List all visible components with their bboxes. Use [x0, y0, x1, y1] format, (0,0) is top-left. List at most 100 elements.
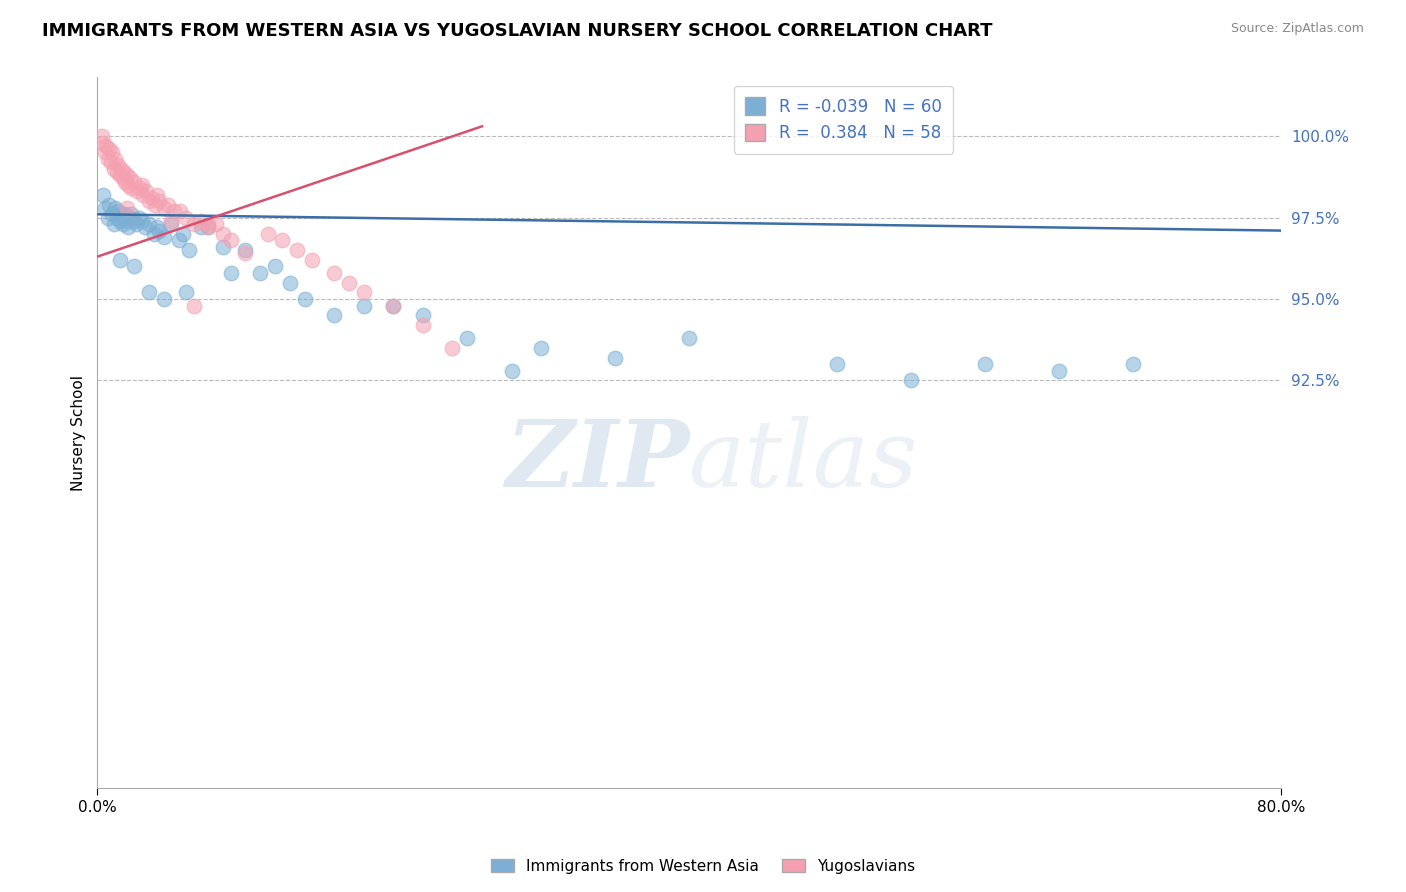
Point — [94, 145, 117, 160]
Point — [115, 214, 138, 228]
Point — [132, 187, 155, 202]
Point — [104, 152, 127, 166]
Point — [197, 217, 219, 231]
Point — [353, 299, 375, 313]
Point — [278, 276, 301, 290]
Point — [115, 201, 138, 215]
Point — [94, 201, 117, 215]
Point — [167, 233, 190, 247]
Point — [98, 197, 121, 211]
Point — [301, 252, 323, 267]
Point — [118, 171, 141, 186]
Point — [174, 211, 197, 225]
Point — [108, 214, 131, 228]
Point — [441, 341, 464, 355]
Point — [112, 165, 135, 179]
Point — [129, 181, 152, 195]
Point — [131, 214, 153, 228]
Point — [197, 220, 219, 235]
Point — [219, 233, 242, 247]
Point — [353, 285, 375, 300]
Point — [233, 243, 256, 257]
Point — [1122, 357, 1144, 371]
Point — [163, 204, 186, 219]
Point — [105, 165, 128, 179]
Point — [117, 220, 139, 235]
Point — [530, 341, 553, 355]
Point — [157, 197, 180, 211]
Point — [120, 181, 142, 195]
Point — [134, 220, 156, 235]
Point — [169, 204, 191, 219]
Point — [172, 227, 194, 241]
Point — [107, 158, 129, 172]
Point — [285, 243, 308, 257]
Point — [115, 168, 138, 182]
Point — [138, 194, 160, 209]
Point — [145, 220, 167, 235]
Point — [337, 276, 360, 290]
Point — [382, 299, 405, 313]
Point — [111, 171, 134, 186]
Point — [114, 175, 136, 189]
Point — [118, 211, 141, 225]
Point — [101, 145, 124, 160]
Point — [204, 217, 226, 231]
Text: atlas: atlas — [689, 416, 918, 506]
Point — [148, 223, 170, 237]
Point — [412, 318, 434, 332]
Point — [104, 201, 127, 215]
Point — [120, 207, 142, 221]
Point — [323, 266, 346, 280]
Point — [143, 197, 166, 211]
Point — [323, 308, 346, 322]
Point — [382, 299, 405, 313]
Point — [138, 285, 160, 300]
Point — [117, 178, 139, 192]
Point — [605, 351, 627, 365]
Point — [148, 194, 170, 209]
Point — [1047, 364, 1070, 378]
Point — [96, 139, 118, 153]
Point — [160, 217, 183, 231]
Point — [124, 214, 146, 228]
Point — [131, 178, 153, 192]
Point — [212, 227, 235, 241]
Point — [108, 252, 131, 267]
Point — [100, 155, 122, 169]
Y-axis label: Nursery School: Nursery School — [72, 375, 86, 491]
Point — [264, 260, 287, 274]
Point — [501, 364, 523, 378]
Legend: R = -0.039   N = 60, R =  0.384   N = 58: R = -0.039 N = 60, R = 0.384 N = 58 — [734, 86, 953, 153]
Point — [127, 185, 149, 199]
Point — [219, 266, 242, 280]
Point — [124, 260, 146, 274]
Point — [107, 204, 129, 219]
Point — [108, 168, 131, 182]
Point — [974, 357, 997, 371]
Point — [212, 240, 235, 254]
Point — [111, 217, 134, 231]
Point — [97, 211, 120, 225]
Point — [110, 207, 132, 221]
Point — [153, 292, 176, 306]
Point — [825, 357, 848, 371]
Point — [125, 217, 148, 231]
Point — [138, 217, 160, 231]
Point — [233, 246, 256, 260]
Point — [135, 185, 157, 199]
Point — [97, 152, 120, 166]
Point — [142, 227, 165, 241]
Point — [103, 161, 125, 176]
Text: Source: ZipAtlas.com: Source: ZipAtlas.com — [1230, 22, 1364, 36]
Legend: Immigrants from Western Asia, Yugoslavians: Immigrants from Western Asia, Yugoslavia… — [485, 853, 921, 880]
Point — [256, 227, 278, 241]
Point — [900, 374, 922, 388]
Point — [190, 220, 212, 235]
Point — [153, 201, 176, 215]
Point — [197, 220, 219, 235]
Point — [456, 331, 478, 345]
Point — [101, 207, 124, 221]
Point — [105, 211, 128, 225]
Point — [177, 243, 200, 257]
